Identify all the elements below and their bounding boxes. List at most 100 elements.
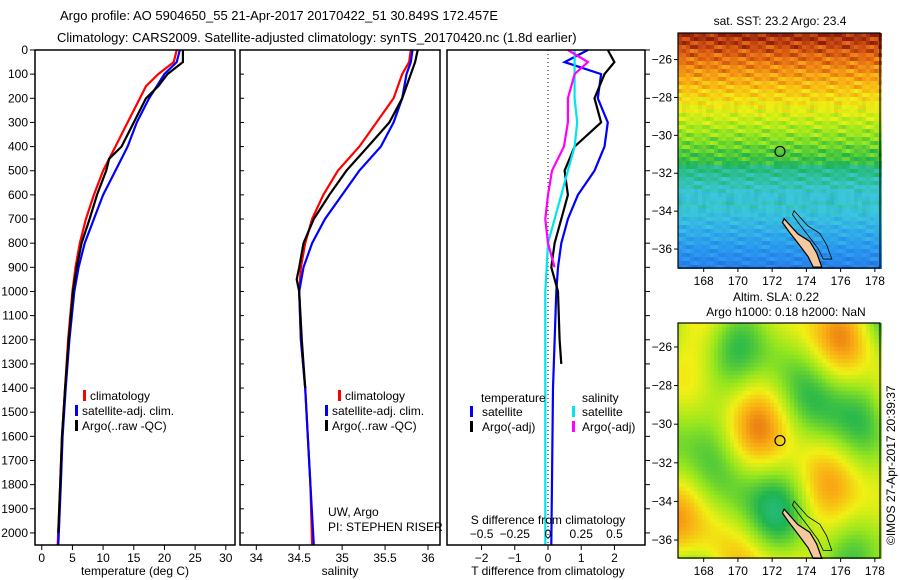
map-cell <box>730 41 734 45</box>
map-cell <box>742 137 746 141</box>
map-cell <box>778 253 782 257</box>
map-cell <box>842 109 846 113</box>
map-cell <box>866 379 870 383</box>
map-cell <box>690 85 694 89</box>
map-cell <box>774 161 778 165</box>
map-cell <box>790 209 794 213</box>
map-cell <box>690 335 694 339</box>
map-cell <box>854 145 858 149</box>
map-cell <box>810 447 814 451</box>
map-cell <box>750 245 754 249</box>
map-cell <box>706 403 710 407</box>
x-tick-label: 20 <box>158 551 172 565</box>
map-cell <box>786 193 790 197</box>
map-cell <box>846 129 850 133</box>
map-cell <box>774 233 778 237</box>
map-cell <box>702 225 706 229</box>
map-cell <box>850 355 854 359</box>
map-cell <box>750 265 754 269</box>
map-cell <box>874 347 878 351</box>
map-cell <box>822 73 826 77</box>
map-cell <box>814 149 818 153</box>
map-cell <box>826 205 830 209</box>
map-cell <box>678 149 682 153</box>
map-cell <box>842 169 846 173</box>
map-cell <box>746 41 750 45</box>
map-cell <box>850 323 854 327</box>
map-cell <box>822 443 826 447</box>
map-cell <box>874 257 878 261</box>
map-cell <box>754 403 758 407</box>
map-cell <box>722 217 726 221</box>
map-cell <box>786 97 790 101</box>
map-cell <box>754 137 758 141</box>
map-cell <box>690 113 694 117</box>
map-cell <box>702 129 706 133</box>
map-cell <box>850 113 854 117</box>
series-line-s-satellite <box>544 50 579 545</box>
map-cell <box>834 351 838 355</box>
map-cell <box>710 161 714 165</box>
map-cell <box>874 419 878 423</box>
map-cell <box>698 129 702 133</box>
map-cell <box>698 241 702 245</box>
map-cell <box>798 145 802 149</box>
map-cell <box>786 145 790 149</box>
map-cell <box>798 419 802 423</box>
map-cell <box>834 37 838 41</box>
map-cell <box>702 443 706 447</box>
map-cell <box>682 415 686 419</box>
map-cell <box>826 153 830 157</box>
map-cell <box>818 347 822 351</box>
map-cell <box>726 213 730 217</box>
map-cell <box>742 101 746 105</box>
map-cell <box>774 205 778 209</box>
map-cell <box>678 145 682 149</box>
map-cell <box>754 209 758 213</box>
map-cell <box>706 41 710 45</box>
map-cell <box>686 411 690 415</box>
map-cell <box>798 213 802 217</box>
map-cell <box>682 57 686 61</box>
map-cell <box>842 261 846 265</box>
map-cell <box>702 435 706 439</box>
map-cell <box>706 391 710 395</box>
map-cell <box>850 379 854 383</box>
map-cell <box>850 237 854 241</box>
map-cell <box>718 181 722 185</box>
map-cell <box>750 335 754 339</box>
map-cell <box>750 109 754 113</box>
map-cell <box>802 73 806 77</box>
map-cell <box>678 93 682 97</box>
map-cell <box>806 125 810 129</box>
map-cell <box>694 161 698 165</box>
map-cell <box>782 383 786 387</box>
map-cell <box>810 403 814 407</box>
map-cell <box>714 117 718 121</box>
map-cell <box>774 101 778 105</box>
map-cell <box>754 455 758 459</box>
map-cell <box>830 237 834 241</box>
map-cell <box>854 403 858 407</box>
map-cell <box>754 419 758 423</box>
map-cell <box>874 395 878 399</box>
map-cell <box>826 65 830 69</box>
map-cell <box>710 69 714 73</box>
map-cell <box>738 391 742 395</box>
map-cell <box>778 201 782 205</box>
map-cell <box>714 419 718 423</box>
map-cell <box>806 351 810 355</box>
map-cell <box>822 37 826 41</box>
map-cell <box>682 367 686 371</box>
map-cell <box>702 249 706 253</box>
map-cell <box>690 257 694 261</box>
map-cell <box>702 419 706 423</box>
map-cell <box>730 229 734 233</box>
map-cell <box>826 129 830 133</box>
map-cell <box>722 189 726 193</box>
map-cell <box>798 253 802 257</box>
map-cell <box>858 423 862 427</box>
map-cell <box>834 85 838 89</box>
map-cell <box>810 407 814 411</box>
map-cell <box>706 459 710 463</box>
